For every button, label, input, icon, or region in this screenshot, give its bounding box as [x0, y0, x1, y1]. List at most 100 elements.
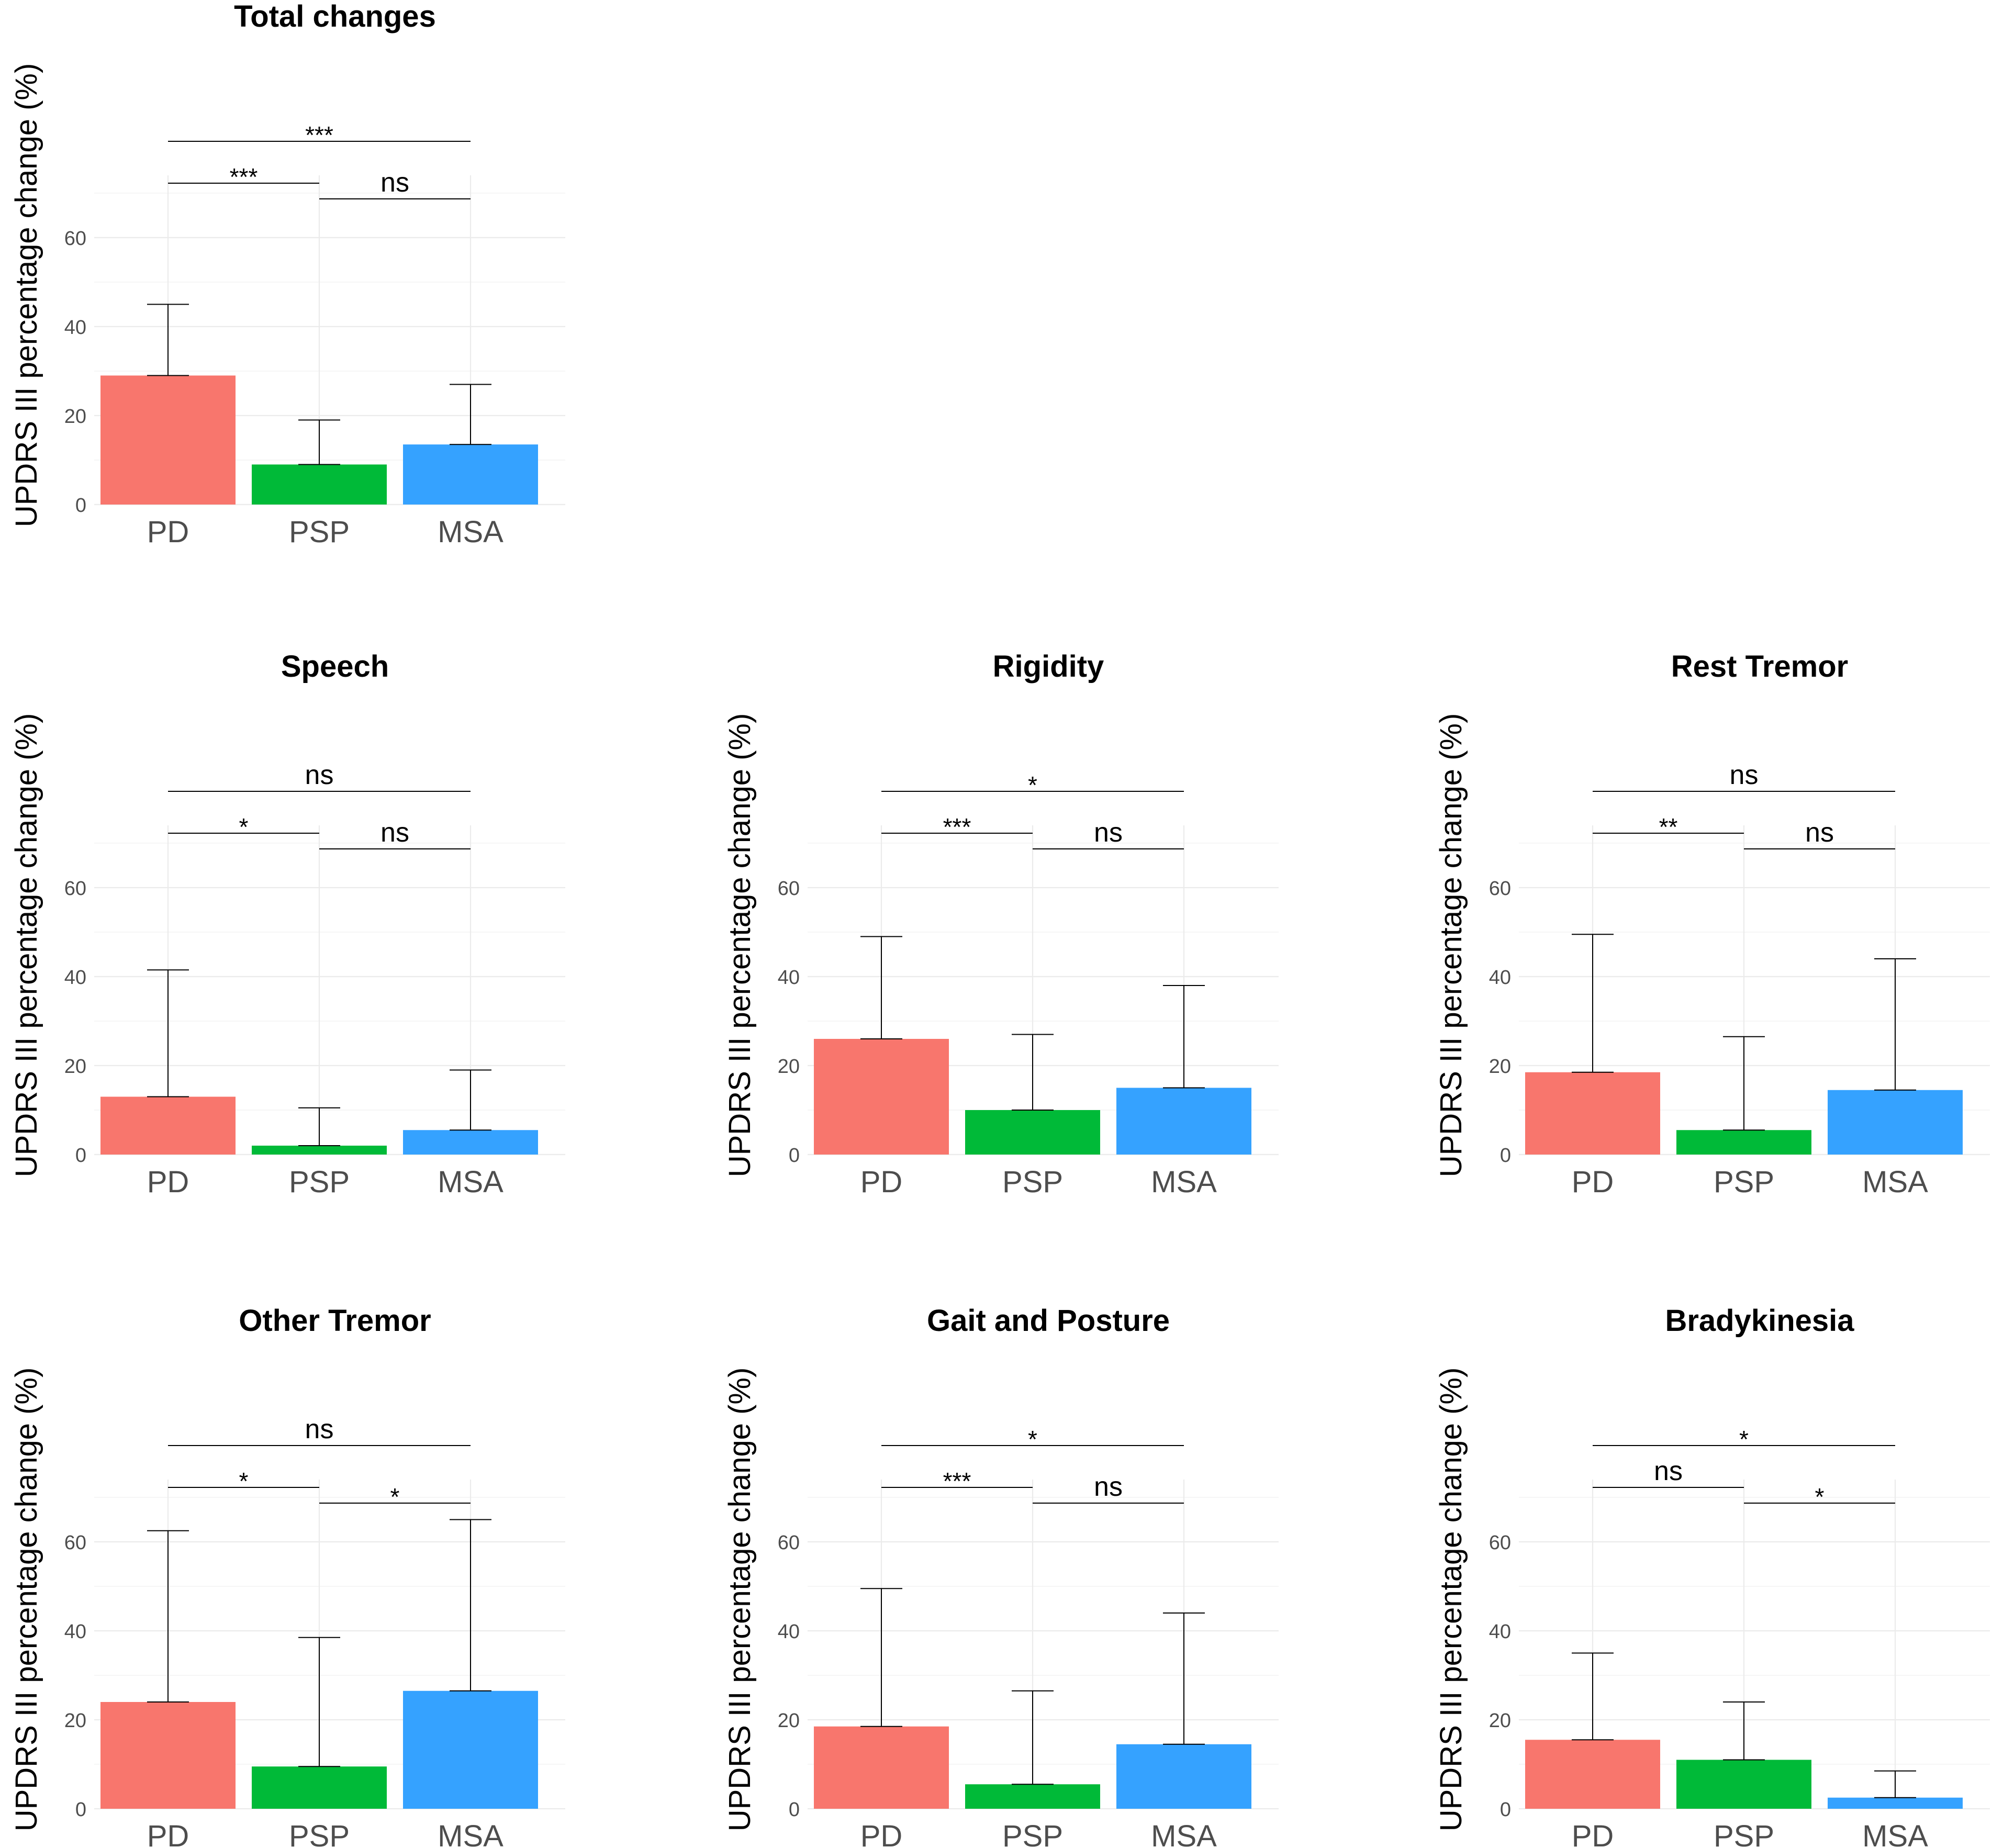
y-tick-label: 60 [1489, 1532, 1511, 1554]
y-tick-label: 0 [789, 1799, 800, 1821]
bar-msa [1828, 1090, 1963, 1155]
bar-psp [965, 1784, 1100, 1809]
significance-label: ns [1094, 817, 1123, 848]
bar-psp [252, 1146, 387, 1155]
x-tick-label-msa: MSA [1151, 1165, 1217, 1199]
panel-other-tremor: Other Tremor UPDRS III percentage change … [9, 1304, 565, 1848]
y-tick-label: 40 [1489, 1621, 1511, 1643]
bar-msa [403, 1130, 538, 1155]
significance-psp-msa: ns [1744, 817, 1895, 849]
x-tick-label-psp: PSP [1002, 1819, 1063, 1848]
error-bar-pd [147, 304, 189, 376]
significance-pd-psp: *** [168, 163, 319, 191]
y-tick-label: 60 [64, 878, 86, 900]
significance-label: ns [1730, 760, 1759, 790]
error-bar-pd [1572, 934, 1614, 1073]
x-tick-label-msa: MSA [438, 1819, 503, 1848]
significance-pd-msa: ns [168, 760, 471, 792]
y-tick-label: 20 [778, 1710, 800, 1732]
panel-rigidity: Rigidity UPDRS III percentage change (%) 0… [723, 649, 1279, 1199]
y-axis-label: UPDRS III percentage change (%) [723, 713, 757, 1178]
y-tick-label: 40 [64, 967, 86, 989]
significance-label: ns [1805, 817, 1834, 848]
significance-label: ns [1094, 1472, 1123, 1502]
y-axis-label: UPDRS III percentage change (%) [9, 1368, 43, 1832]
bar-psp [252, 464, 387, 505]
significance-label: * [1739, 1426, 1749, 1453]
significance-label: * [1028, 1426, 1037, 1453]
x-tick-label-pd: PD [147, 1165, 189, 1199]
error-bar-msa [450, 1069, 491, 1131]
significance-label: * [239, 1468, 249, 1495]
panel-total-changes: Total changes UPDRS III percentage change… [9, 0, 565, 549]
y-tick-label: 60 [778, 1532, 800, 1554]
bar-msa [1116, 1088, 1251, 1155]
significance-label: *** [943, 1468, 971, 1495]
bar-msa [1116, 1744, 1251, 1809]
error-bar-psp [1723, 1701, 1765, 1761]
panel-bradykinesia: Bradykinesia UPDRS III percentage change … [1434, 1304, 1990, 1848]
significance-pd-psp: *** [881, 813, 1033, 841]
bar-psp [252, 1766, 387, 1809]
error-bar-pd [860, 936, 902, 1039]
significance-label: * [239, 813, 249, 841]
y-axis-label: UPDRS III percentage change (%) [1434, 1368, 1468, 1832]
x-tick-label-pd: PD [860, 1165, 903, 1199]
significance-label: *** [305, 121, 333, 149]
bar-psp [1676, 1760, 1811, 1809]
bar-msa [1828, 1797, 1963, 1809]
error-bar-pd [147, 969, 189, 1097]
chart-title: Speech [281, 649, 389, 684]
significance-psp-msa: ns [1033, 817, 1184, 849]
x-tick-label-psp: PSP [1714, 1165, 1774, 1199]
x-tick-label-psp: PSP [1002, 1165, 1063, 1199]
error-bar-psp [298, 1637, 340, 1767]
significance-label: * [1815, 1483, 1825, 1510]
significance-psp-msa: ns [1033, 1472, 1184, 1504]
y-tick-label: 40 [1489, 967, 1511, 989]
significance-pd-psp: *** [881, 1468, 1033, 1495]
x-tick-label-psp: PSP [289, 1165, 350, 1199]
significance-psp-msa: * [1744, 1483, 1895, 1510]
y-tick-label: 40 [778, 1621, 800, 1643]
chart-title: Rigidity [993, 649, 1104, 684]
y-tick-label: 60 [1489, 878, 1511, 900]
y-axis-label: UPDRS III percentage change (%) [9, 63, 43, 528]
significance-pd-msa: * [881, 1426, 1184, 1453]
y-tick-label: 0 [1500, 1799, 1511, 1821]
y-axis-label: UPDRS III percentage change (%) [723, 1368, 757, 1832]
x-tick-label-pd: PD [860, 1819, 903, 1848]
bar-pd [814, 1039, 949, 1155]
bar-pd [100, 375, 236, 505]
significance-pd-psp: ** [1593, 813, 1744, 841]
significance-label: *** [943, 813, 971, 841]
y-tick-label: 0 [75, 1799, 86, 1821]
y-tick-label: 0 [75, 495, 86, 517]
y-tick-label: 0 [75, 1145, 86, 1167]
x-tick-label-msa: MSA [438, 515, 503, 549]
y-tick-label: 40 [64, 317, 86, 339]
significance-label: ns [1654, 1456, 1683, 1486]
bar-psp [965, 1110, 1100, 1155]
chart-title: Rest Tremor [1671, 649, 1848, 684]
error-bar-psp [1723, 1036, 1765, 1131]
x-tick-label-pd: PD [1572, 1819, 1614, 1848]
significance-label: ns [381, 817, 409, 848]
y-tick-label: 20 [778, 1056, 800, 1078]
significance-psp-msa: ns [319, 817, 471, 849]
y-tick-label: 60 [64, 1532, 86, 1554]
significance-label: ns [305, 760, 334, 790]
x-tick-label-msa: MSA [438, 1165, 503, 1199]
y-tick-label: 60 [778, 878, 800, 900]
significance-label: * [1028, 771, 1037, 799]
x-tick-label-psp: PSP [1714, 1819, 1774, 1848]
significance-psp-msa: * [319, 1483, 471, 1510]
y-tick-label: 20 [64, 1056, 86, 1078]
y-tick-label: 20 [64, 1710, 86, 1732]
panel-gait-and-posture: Gait and Posture UPDRS III percentage cha… [723, 1304, 1279, 1848]
error-bar-msa [1163, 985, 1205, 1089]
significance-pd-psp: ns [1593, 1456, 1744, 1488]
error-bar-msa [450, 1519, 491, 1692]
chart-title: Total changes [234, 0, 436, 33]
significance-pd-msa: *** [168, 121, 471, 149]
